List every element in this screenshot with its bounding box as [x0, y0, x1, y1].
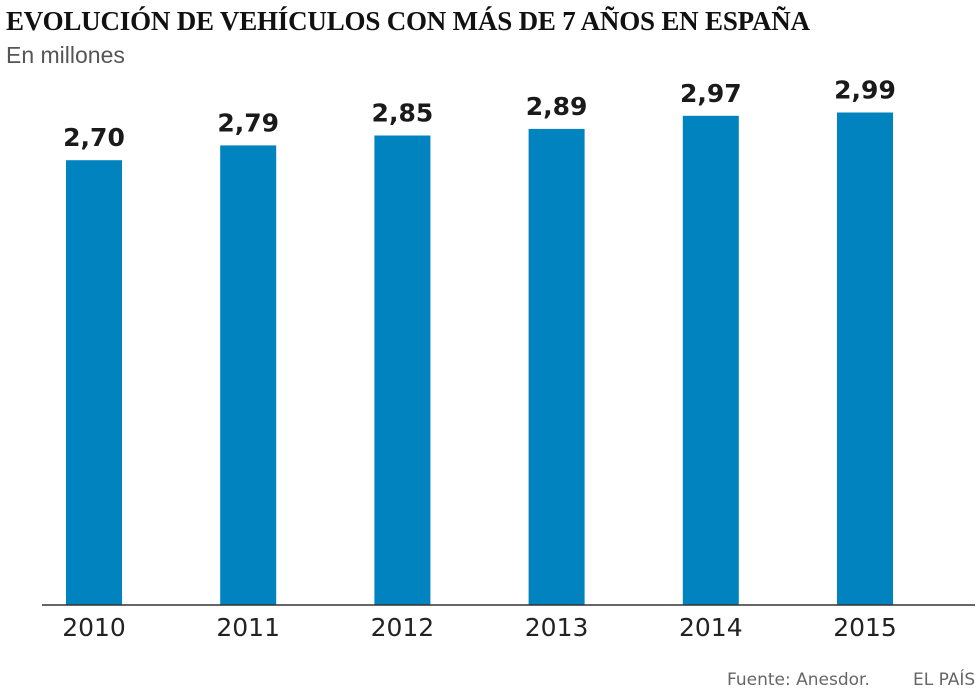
data-label-2011: 2,79	[217, 108, 279, 137]
publisher-logo-text: EL PAÍS	[913, 670, 976, 690]
bar-2013	[528, 128, 585, 605]
x-tick-label-2013: 2013	[525, 613, 589, 642]
chart-subtitle: En millones	[6, 42, 125, 68]
source-note: Fuente: Anesdor.	[727, 670, 870, 690]
bar-2014	[682, 115, 739, 606]
bar-2015	[837, 112, 893, 605]
bars-layer: 2,70 2010 2,79 2011 2,85 2012 2,89 2013 2,97 2014…	[62, 76, 897, 643]
data-label-2013: 2,89	[526, 92, 588, 121]
bar-2010	[66, 160, 122, 605]
data-label-2015: 2,99	[834, 76, 896, 105]
bar-2011	[220, 145, 277, 605]
bar-2012	[374, 135, 431, 605]
x-tick-label-2014: 2014	[679, 613, 743, 642]
chart-title: EVOLUCIÓN DE VEHÍCULOS CON MÁS DE 7 AÑOS…	[6, 6, 810, 36]
data-label-2012: 2,85	[372, 99, 434, 128]
x-tick-label-2012: 2012	[371, 613, 435, 642]
x-tick-label-2011: 2011	[216, 613, 280, 642]
x-tick-label-2010: 2010	[62, 613, 126, 642]
data-label-2014: 2,97	[680, 79, 742, 108]
data-label-2010: 2,70	[63, 123, 125, 152]
x-tick-label-2015: 2015	[833, 613, 897, 642]
